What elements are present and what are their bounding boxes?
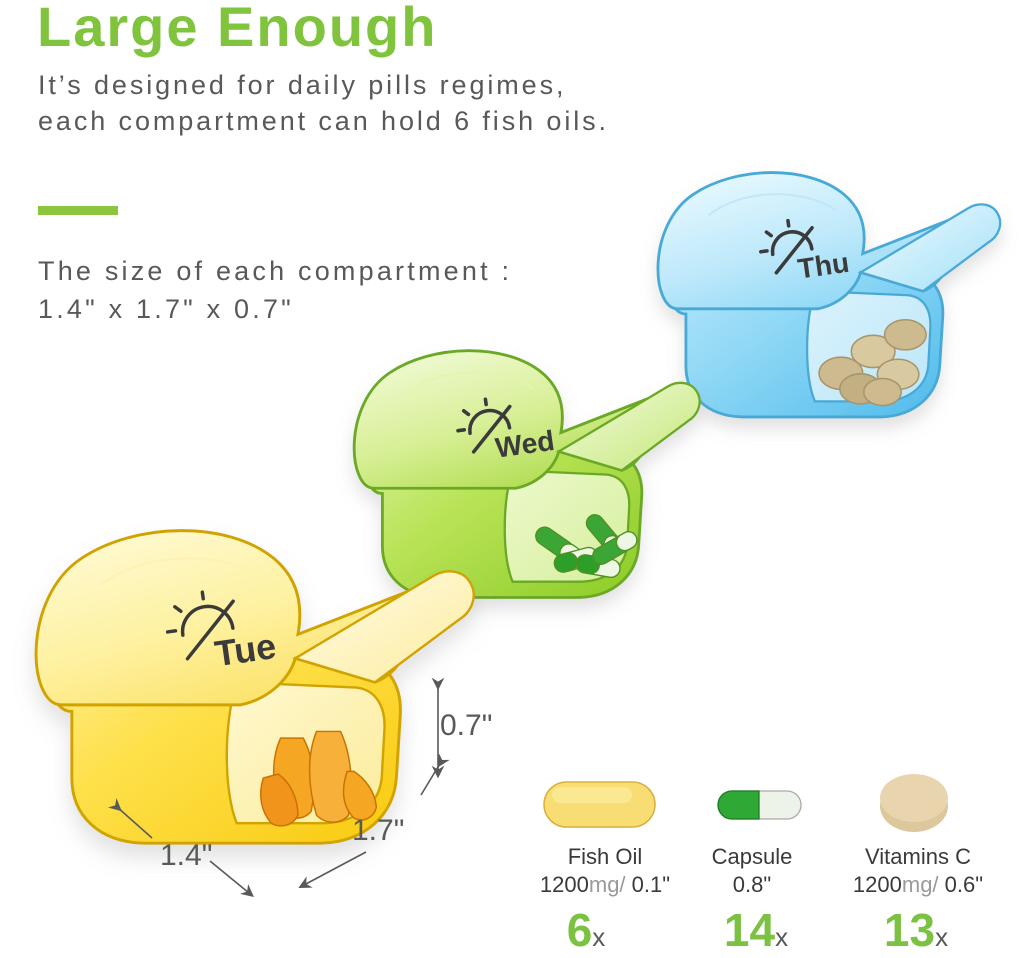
svg-text:1.4": 1.4" xyxy=(160,839,212,872)
svg-text:Tue: Tue xyxy=(212,625,278,674)
svg-text:0.7": 0.7" xyxy=(440,709,492,742)
svg-text:1.7": 1.7" xyxy=(352,814,404,847)
